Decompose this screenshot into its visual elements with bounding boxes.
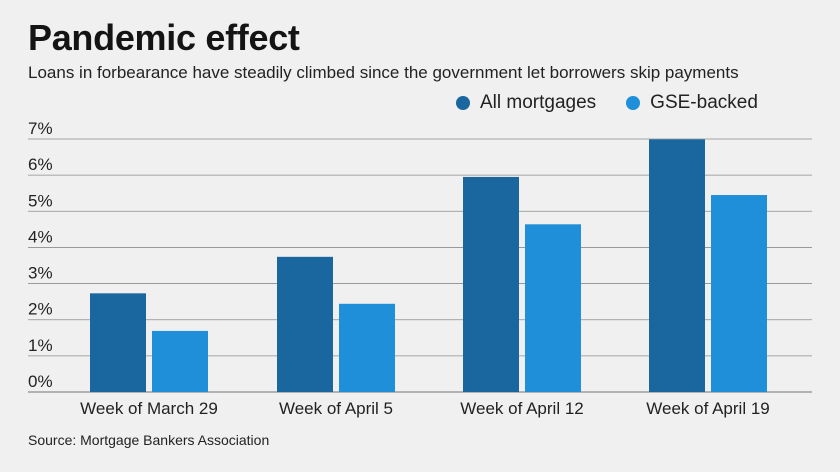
bar-gse-backed — [339, 303, 395, 392]
bar-all-mortgages — [649, 139, 705, 392]
bar-gse-backed — [711, 195, 767, 392]
legend-label-gse-backed: GSE-backed — [650, 92, 758, 113]
legend-swatch-gse-backed — [626, 96, 641, 110]
x-tick-label: Week of April 5 — [279, 399, 393, 418]
legend-item-gse-backed: GSE-backed — [626, 92, 758, 114]
y-tick-label: 5% — [28, 191, 53, 210]
chart-subtitle: Loans in forbearance have steadily climb… — [28, 63, 739, 82]
legend-swatch-all-mortgages — [456, 96, 470, 110]
bar-all-mortgages — [90, 293, 146, 392]
y-tick-label: 1% — [28, 336, 53, 355]
y-tick-label: 2% — [28, 300, 53, 319]
source-note: Source: Mortgage Bankers Association — [28, 432, 270, 448]
legend-item-all-mortgages: All mortgages — [456, 92, 596, 114]
x-tick-label: Week of March 29 — [80, 399, 218, 418]
y-tick-label: 3% — [28, 264, 53, 283]
bar-all-mortgages — [277, 256, 333, 392]
bar-gse-backed — [152, 330, 208, 392]
chart-title: Pandemic effect — [28, 17, 300, 58]
legend-label-all-mortgages: All mortgages — [480, 92, 597, 113]
bar-gse-backed — [525, 224, 581, 392]
y-tick-label: 0% — [28, 372, 53, 391]
x-tick-label: Week of April 12 — [460, 399, 583, 418]
y-tick-label: 4% — [28, 227, 53, 246]
bar-all-mortgages — [463, 176, 519, 392]
y-tick-label: 6% — [28, 155, 53, 174]
y-tick-label: 7% — [28, 119, 53, 138]
x-tick-label: Week of April 19 — [646, 399, 769, 418]
legend: All mortgages GSE-backed — [456, 92, 788, 114]
